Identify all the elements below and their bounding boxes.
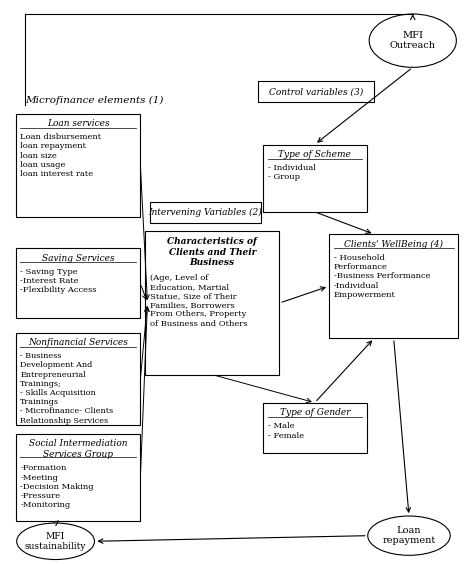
FancyBboxPatch shape xyxy=(145,231,279,374)
Text: - Male
- Female: - Male - Female xyxy=(268,422,304,439)
Text: MFI
sustainability: MFI sustainability xyxy=(25,532,86,551)
Text: - Saving Type
-Interest Rate
-Flexibility Access: - Saving Type -Interest Rate -Flexibilit… xyxy=(20,268,97,294)
Text: Loan
repayment: Loan repayment xyxy=(383,526,436,545)
Text: Microfinance elements (1): Microfinance elements (1) xyxy=(25,96,164,105)
FancyBboxPatch shape xyxy=(16,113,140,218)
Text: Nonfinancial Services: Nonfinancial Services xyxy=(28,338,128,347)
Text: Loan disbursement
loan repayment
loan size
loan usage
loan interest rate: Loan disbursement loan repayment loan si… xyxy=(20,133,101,178)
Text: Intervening Variables (2): Intervening Variables (2) xyxy=(148,208,262,217)
Text: Type of Scheme: Type of Scheme xyxy=(278,150,351,159)
Ellipse shape xyxy=(17,523,94,559)
FancyBboxPatch shape xyxy=(329,234,458,338)
Text: Social Intermediation
Services Group: Social Intermediation Services Group xyxy=(29,439,127,459)
Ellipse shape xyxy=(368,516,450,556)
FancyBboxPatch shape xyxy=(258,81,374,103)
FancyBboxPatch shape xyxy=(16,434,140,521)
FancyBboxPatch shape xyxy=(263,144,366,212)
Text: (Age, Level of
Education, Martial
Statue, Size of Their
Families, Borrowers
From: (Age, Level of Education, Martial Statue… xyxy=(150,274,247,328)
Ellipse shape xyxy=(369,14,456,67)
Text: Type of Gender: Type of Gender xyxy=(280,408,350,417)
Text: -Formation
-Meeting
-Decision Making
-Pressure
-Monitoring: -Formation -Meeting -Decision Making -Pr… xyxy=(20,464,94,509)
Text: - Household
Performance
-Business Performance
-Individual
Empowerment: - Household Performance -Business Perfor… xyxy=(334,254,430,299)
Text: - Business
Development And
Entrepreneurial
Trainings;
- Skills Acquisition
Train: - Business Development And Entrepreneuri… xyxy=(20,352,113,425)
Text: - Individual
- Group: - Individual - Group xyxy=(268,164,316,182)
Text: Control variables (3): Control variables (3) xyxy=(269,87,363,96)
FancyBboxPatch shape xyxy=(150,202,261,223)
FancyBboxPatch shape xyxy=(16,248,140,319)
Text: MFI
Outreach: MFI Outreach xyxy=(390,31,436,50)
FancyBboxPatch shape xyxy=(16,333,140,425)
Text: Loan services: Loan services xyxy=(46,119,109,128)
Text: Saving Services: Saving Services xyxy=(42,254,114,263)
Text: Characteristics of
Clients and Their
Business: Characteristics of Clients and Their Bus… xyxy=(167,237,257,267)
FancyBboxPatch shape xyxy=(263,403,366,453)
Text: Clients' WellBeing (4): Clients' WellBeing (4) xyxy=(344,240,443,249)
